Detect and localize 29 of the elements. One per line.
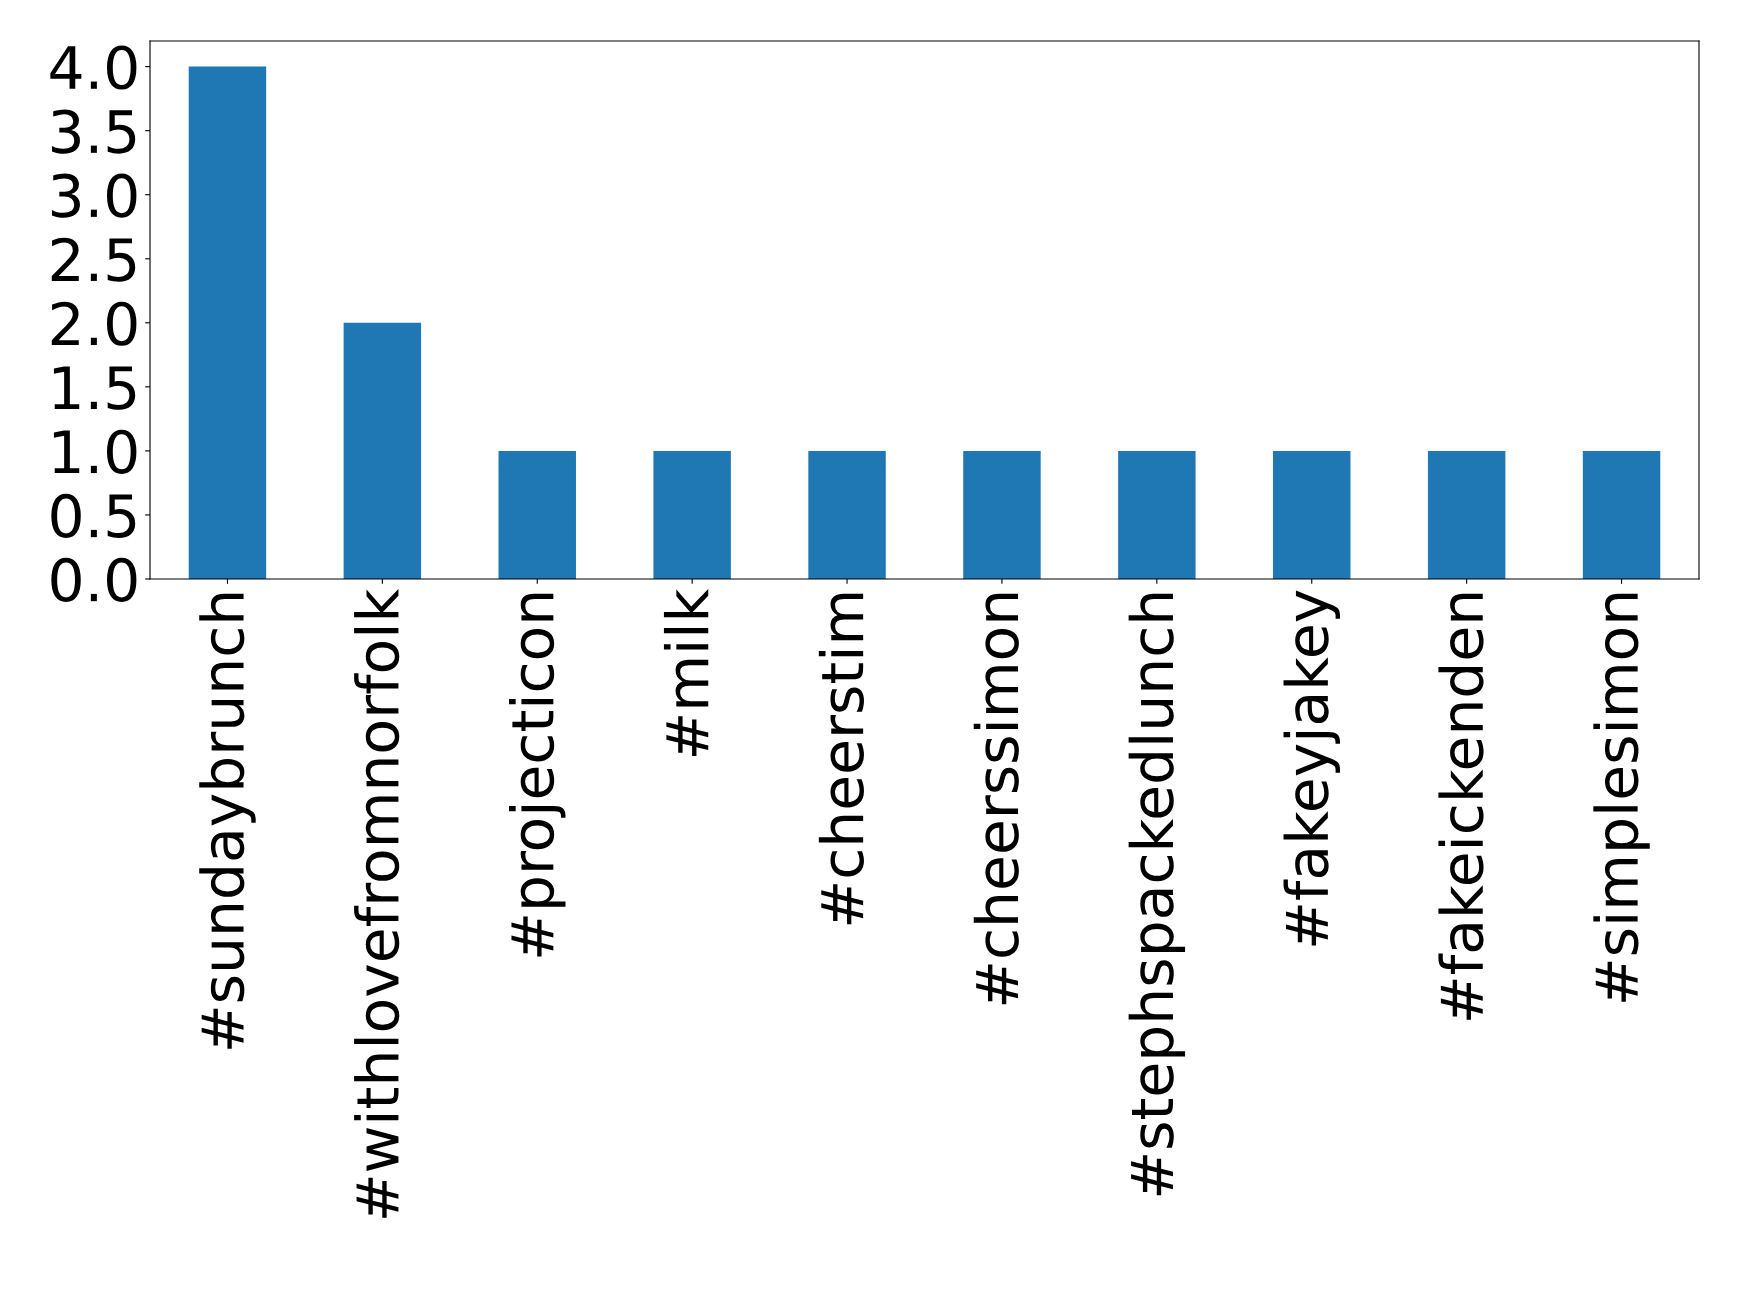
y-tick-label: 3.0 [51,173,137,218]
bar [1582,450,1661,579]
x-tick-label: #cheerstim [818,593,864,925]
y-tick-label: 1.5 [53,366,136,410]
x-tick-label: #milk [663,588,709,757]
x-tick-label: #cheerssimon [973,593,1019,1005]
y-tick-label: 0.5 [51,493,136,538]
x-tick-label: #fakeickenden [1438,593,1484,1020]
bar [808,450,886,579]
y-tick-label: 1.0 [53,429,137,474]
x-tick-label: #withlovefromnorfolk [354,588,400,1218]
bar [963,450,1041,579]
x-tick-label: #projecticon [509,593,566,957]
x-tick-label: #fakeyjakey [1283,590,1340,946]
bar [343,322,422,579]
y-tick-label: 0.0 [51,557,137,602]
bar [1427,450,1506,579]
y-tick-label: 3.5 [51,109,136,154]
x-tick-label: #stephspackedlunch [1128,593,1186,1196]
x-tick-label: #sundaybrunch [199,593,256,1049]
y-tick-label: 4.0 [50,45,137,90]
bar [1118,450,1196,579]
bar [653,450,731,579]
y-tick-label: 2.5 [51,237,136,282]
bar [498,450,576,579]
x-tick-label: #simplesimon [1593,593,1650,1002]
bar [188,66,267,579]
bar [1273,450,1351,579]
y-tick-label: 2.0 [51,301,137,346]
